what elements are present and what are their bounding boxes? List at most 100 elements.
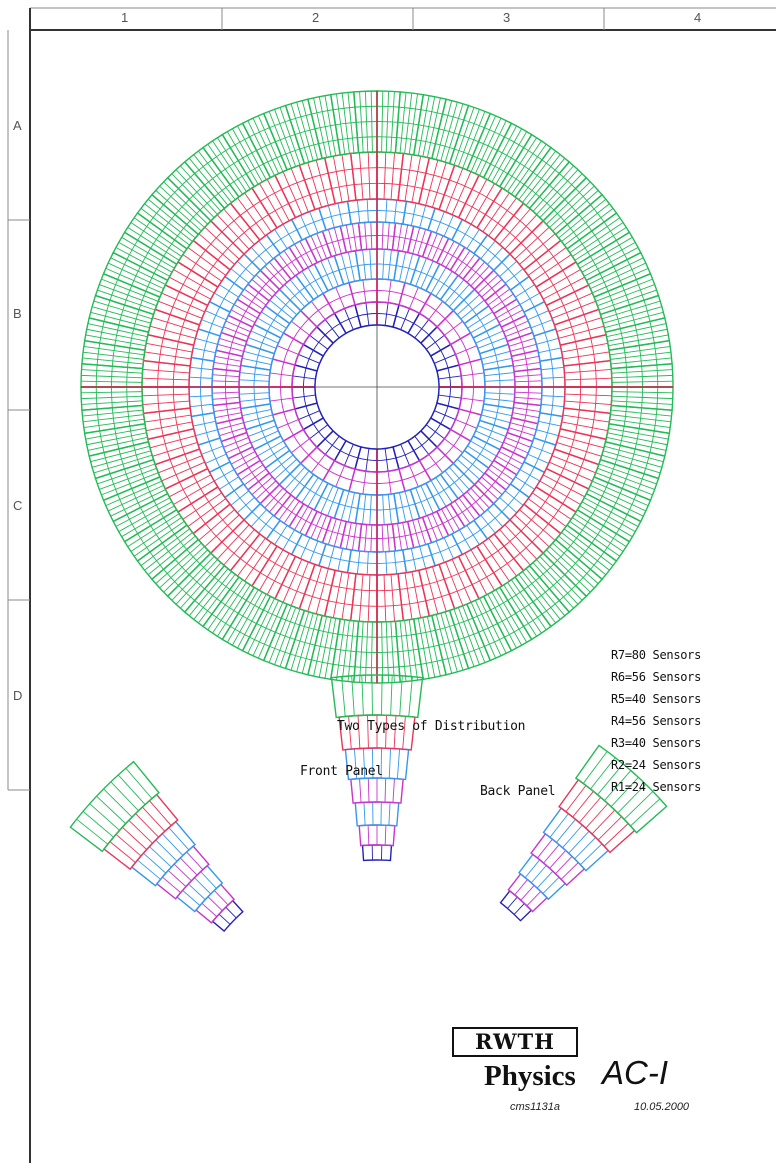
sensor-strip bbox=[144, 351, 192, 360]
panel-strip bbox=[142, 806, 166, 832]
panel-strip bbox=[623, 791, 654, 820]
sensor-division bbox=[190, 249, 206, 271]
sensor-division bbox=[253, 386, 256, 407]
sensor-division bbox=[304, 172, 329, 181]
sensor-division bbox=[524, 353, 528, 371]
sensor-division bbox=[435, 143, 455, 150]
sensor bbox=[112, 492, 178, 543]
panel-strip bbox=[399, 675, 403, 716]
sensor-division bbox=[495, 467, 506, 482]
sensor-strip bbox=[425, 568, 439, 615]
panel-sensor bbox=[354, 801, 400, 827]
sensor-division bbox=[376, 588, 400, 592]
sensor-division bbox=[414, 269, 434, 278]
sensor-division bbox=[296, 218, 323, 231]
row-label-a: A bbox=[13, 118, 22, 133]
sensor-division bbox=[158, 411, 164, 436]
sensor-division bbox=[296, 543, 323, 556]
sensor-division bbox=[326, 238, 344, 245]
sensor-strip bbox=[169, 474, 211, 498]
sensor-division bbox=[359, 235, 378, 237]
sensor-division bbox=[281, 179, 305, 190]
sensor-division bbox=[594, 362, 597, 388]
sensor-division bbox=[376, 604, 402, 607]
sensor-strip bbox=[504, 524, 538, 560]
panel-strip bbox=[367, 825, 370, 846]
sensor-division bbox=[133, 445, 140, 465]
sensor-strip bbox=[425, 159, 439, 206]
sensor-strip bbox=[519, 509, 556, 541]
panel-strip bbox=[353, 748, 358, 779]
panel-strip bbox=[582, 751, 608, 784]
sensor-division bbox=[486, 330, 495, 350]
sensor-strip bbox=[451, 171, 472, 215]
panel-strip bbox=[402, 716, 406, 750]
sensor-division bbox=[309, 578, 332, 586]
sensor-division bbox=[376, 560, 405, 564]
panel-strip bbox=[513, 903, 525, 915]
panel-strip bbox=[362, 748, 366, 779]
sensor-division bbox=[614, 309, 621, 329]
sensor-division bbox=[204, 259, 219, 279]
sensor-division bbox=[410, 238, 428, 245]
sensor-division bbox=[226, 403, 230, 421]
sensor-strip bbox=[152, 317, 198, 333]
sensor-division bbox=[493, 348, 499, 368]
panel-strip bbox=[155, 839, 178, 862]
front-panel-label: Front Panel bbox=[300, 764, 383, 779]
sensor-division bbox=[559, 585, 576, 601]
sensor-strip bbox=[532, 254, 572, 282]
sensor-division bbox=[519, 420, 526, 438]
sensor-division bbox=[309, 188, 332, 196]
sensor-strip bbox=[290, 561, 309, 606]
sensor-division bbox=[352, 604, 378, 607]
panel-sectors bbox=[69, 674, 668, 933]
sensor-division bbox=[320, 269, 340, 278]
sensor-strip bbox=[216, 214, 250, 250]
sensor-strip bbox=[358, 152, 364, 200]
panel-strip bbox=[408, 676, 413, 717]
panel-strip bbox=[363, 802, 366, 826]
sensor-strip bbox=[519, 233, 556, 265]
sensor-strip bbox=[504, 214, 538, 250]
sensor-division bbox=[288, 570, 310, 580]
sensor-strip bbox=[549, 461, 593, 482]
sensor-division bbox=[485, 214, 505, 229]
sensor-division bbox=[401, 600, 426, 606]
legend-r7: R7=80 Sensors bbox=[611, 648, 702, 662]
panel-strip bbox=[179, 857, 198, 876]
sensor bbox=[209, 202, 261, 256]
panel-strip bbox=[542, 876, 560, 894]
sensor-strip bbox=[564, 368, 612, 374]
sensor-division bbox=[204, 588, 222, 603]
panel-strip bbox=[630, 798, 661, 827]
sensor-strip bbox=[558, 325, 605, 339]
logo-institute-text: AC-I bbox=[602, 1054, 668, 1091]
sensor-division bbox=[594, 386, 597, 412]
panel-strip bbox=[396, 748, 401, 779]
sensor-division bbox=[214, 184, 231, 198]
sensor-division bbox=[214, 576, 231, 590]
sensor-division bbox=[118, 448, 125, 470]
sensor-division bbox=[549, 184, 566, 200]
panel-strip bbox=[381, 675, 383, 716]
sensor-strip bbox=[445, 561, 464, 606]
sensor-division bbox=[282, 505, 297, 516]
panel-strip bbox=[555, 856, 573, 875]
sensor-division bbox=[255, 406, 261, 426]
sensor-strip bbox=[499, 208, 531, 245]
sensor-division bbox=[578, 386, 582, 410]
sensor-division bbox=[486, 424, 495, 444]
sensor-strip bbox=[161, 461, 205, 482]
sensor-division bbox=[354, 588, 378, 592]
left-panel bbox=[69, 760, 244, 933]
sensor-strip bbox=[411, 156, 422, 203]
sensor-division bbox=[190, 503, 206, 525]
panel-strip bbox=[597, 816, 622, 841]
column-label-3: 3 bbox=[503, 10, 511, 25]
sensor-division bbox=[449, 584, 473, 595]
sensor-division bbox=[174, 224, 188, 241]
panel-strip bbox=[194, 877, 212, 895]
sensor-division bbox=[550, 359, 554, 388]
sensor-strip bbox=[146, 342, 193, 353]
